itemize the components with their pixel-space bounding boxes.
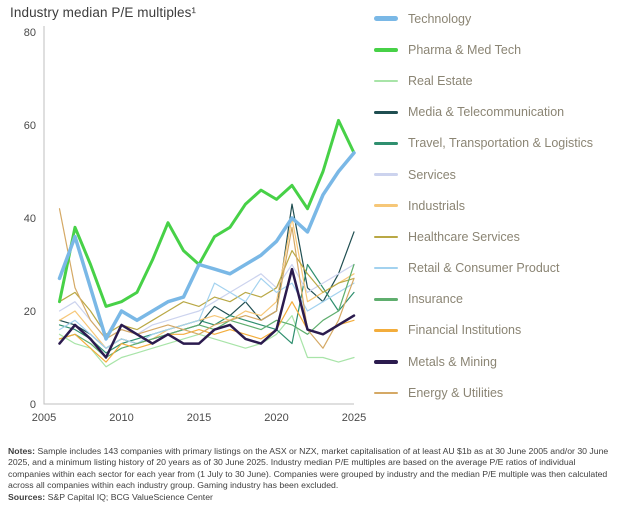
legend-item-industrials[interactable]: Industrials bbox=[374, 190, 593, 221]
y-tick-label: 80 bbox=[24, 27, 36, 39]
legend-item-travel-transportation-logistics[interactable]: Travel, Transportation & Logistics bbox=[374, 128, 593, 159]
legend: Technology Pharma & Med Tech Real Estate Me… bbox=[374, 3, 593, 408]
chart-svg: 0 20 40 60 80 2005 2010 2015 2020 2025 bbox=[24, 26, 366, 424]
legend-item-services[interactable]: Services bbox=[374, 159, 593, 190]
page-title: Industry median P/E multiples¹ bbox=[10, 5, 197, 20]
notes-label: Notes: bbox=[8, 446, 36, 456]
legend-label: Healthcare Services bbox=[408, 229, 520, 244]
footnotes: Notes: Sample includes 143 companies wit… bbox=[8, 446, 616, 504]
legend-item-energy-utilities[interactable]: Energy & Utilities bbox=[374, 377, 593, 408]
legend-label: Energy & Utilities bbox=[408, 385, 504, 400]
legend-swatch bbox=[374, 47, 398, 53]
series-retail-consumer-product bbox=[58, 277, 355, 349]
x-tick-label: 2015 bbox=[187, 412, 211, 424]
legend-label: Media & Telecommunication bbox=[408, 105, 565, 120]
legend-swatch bbox=[374, 329, 398, 332]
legend-label: Services bbox=[408, 167, 456, 182]
legend-item-metals-mining[interactable]: Metals & Mining bbox=[374, 346, 593, 377]
sources-label: Sources: bbox=[8, 492, 46, 503]
legend-item-technology[interactable]: Technology bbox=[374, 3, 593, 34]
series-metals-mining bbox=[58, 267, 356, 359]
legend-swatch bbox=[374, 16, 398, 22]
legend-item-real-estate[interactable]: Real Estate bbox=[374, 65, 593, 96]
x-tick-label: 2025 bbox=[342, 412, 366, 424]
axes bbox=[43, 26, 354, 405]
legend-item-retail-consumer-product[interactable]: Retail & Consumer Product bbox=[374, 253, 593, 284]
legend-label: Industrials bbox=[408, 198, 465, 213]
series-financial-institutions bbox=[58, 301, 355, 363]
y-tick-label: 0 bbox=[30, 399, 36, 411]
series-pharma-med-tech bbox=[58, 118, 356, 308]
series-travel-transportation-logistics bbox=[58, 263, 355, 354]
legend-swatch bbox=[374, 110, 398, 114]
legend-swatch bbox=[374, 173, 398, 176]
legend-label: Financial Institutions bbox=[408, 323, 522, 338]
notes-line: Notes: Sample includes 143 companies wit… bbox=[8, 446, 616, 491]
y-tick-label: 40 bbox=[24, 213, 36, 225]
legend-swatch bbox=[374, 235, 398, 239]
y-tick-label: 20 bbox=[24, 306, 36, 318]
legend-label: Technology bbox=[408, 11, 472, 26]
x-tick-label: 2010 bbox=[109, 412, 133, 424]
series-insurance bbox=[58, 263, 355, 359]
legend-label: Pharma & Med Tech bbox=[408, 42, 522, 57]
x-tick-label: 2005 bbox=[32, 412, 56, 424]
legend-item-insurance[interactable]: Insurance bbox=[374, 284, 593, 315]
legend-swatch bbox=[374, 266, 398, 270]
sources-line: Sources: S&P Capital IQ; BCG ValueScienc… bbox=[8, 492, 616, 503]
legend-item-media-telecommunication[interactable]: Media & Telecommunication bbox=[374, 97, 593, 128]
legend-label: Travel, Transportation & Logistics bbox=[408, 136, 594, 151]
series-technology bbox=[57, 151, 356, 341]
legend-swatch bbox=[374, 391, 398, 395]
legend-swatch bbox=[374, 79, 398, 83]
series-healthcare-services bbox=[58, 250, 355, 335]
legend-label: Real Estate bbox=[408, 73, 473, 88]
legend-swatch bbox=[374, 297, 398, 301]
sources-text: S&P Capital IQ; BCG ValueScience Center bbox=[47, 492, 213, 503]
x-tick-label: 2020 bbox=[264, 412, 288, 424]
series-real-estate bbox=[58, 315, 355, 368]
legend-label: Retail & Consumer Product bbox=[408, 261, 560, 276]
legend-item-financial-institutions[interactable]: Financial Institutions bbox=[374, 315, 593, 346]
notes-text: Sample includes 143 companies with prima… bbox=[8, 446, 609, 490]
legend-swatch bbox=[374, 142, 398, 145]
legend-swatch bbox=[374, 204, 398, 208]
legend-item-healthcare-services[interactable]: Healthcare Services bbox=[374, 221, 593, 252]
legend-label: Metals & Mining bbox=[408, 354, 497, 369]
y-tick-label: 60 bbox=[24, 120, 36, 132]
legend-swatch bbox=[374, 359, 398, 364]
legend-item-pharma-med-tech[interactable]: Pharma & Med Tech bbox=[374, 34, 593, 65]
legend-label: Insurance bbox=[408, 292, 463, 307]
